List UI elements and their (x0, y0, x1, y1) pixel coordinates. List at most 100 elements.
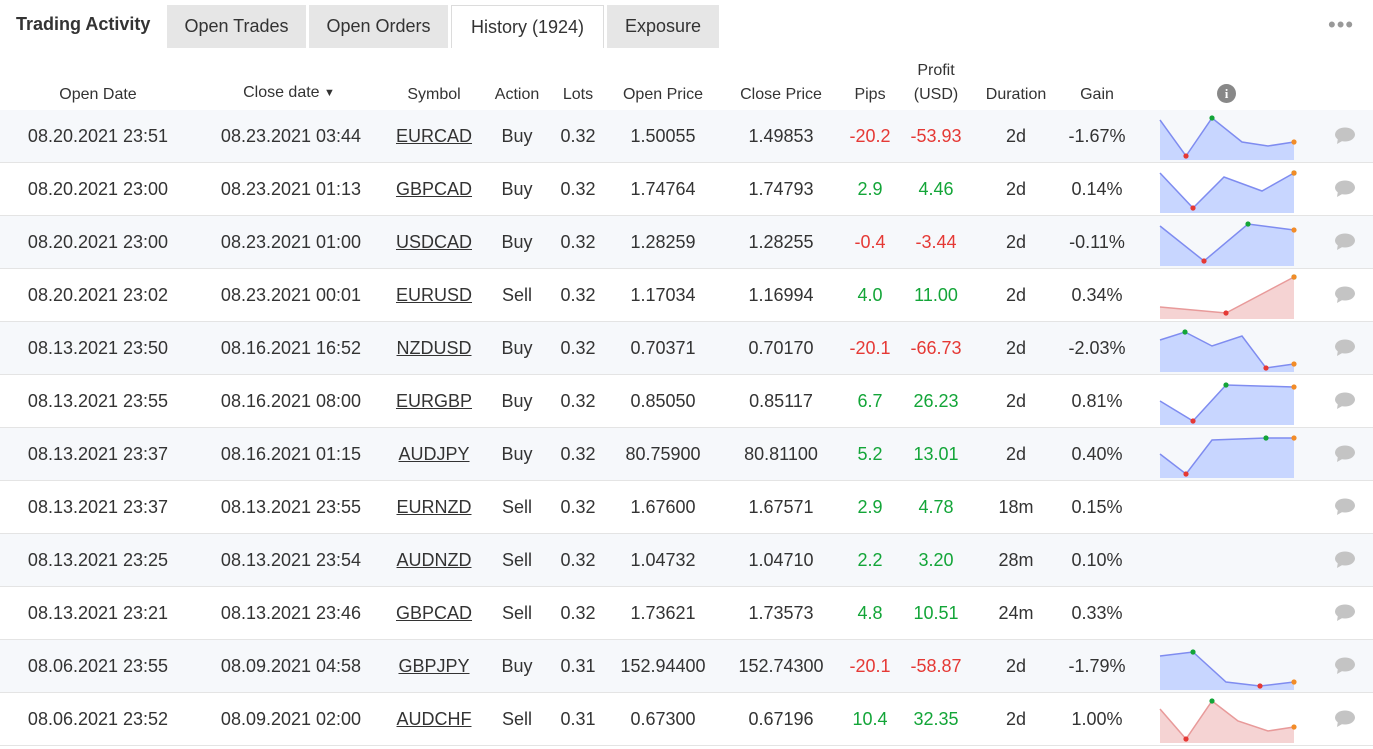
close-date-cell: 08.13.2021 23:54 (220, 550, 362, 570)
sparkline-end-point (1291, 274, 1297, 280)
profit-cell: -58.87 (910, 656, 962, 676)
more-options-icon[interactable]: ••• (1328, 12, 1355, 37)
comment-icon[interactable] (1334, 604, 1356, 622)
profit-cell: 10.51 (913, 603, 959, 623)
symbol-link[interactable]: AUDCHF (396, 709, 472, 729)
symbol-link[interactable]: AUDNZD (396, 550, 472, 570)
symbol-link[interactable]: EURNZD (396, 497, 472, 517)
lots-cell: 0.31 (560, 656, 596, 676)
gain-sparkline (1159, 329, 1297, 372)
table-row[interactable]: 08.20.2021 23:00 08.23.2021 01:13 GBPCAD Bu… (0, 163, 1373, 216)
table-row[interactable]: 08.06.2021 23:55 08.09.2021 04:58 GBPJPY Bu… (0, 640, 1373, 693)
lots-cell: 0.32 (560, 338, 596, 358)
col-close-price[interactable]: Close Price (740, 86, 822, 103)
col-duration[interactable]: Duration (985, 86, 1047, 103)
symbol-link[interactable]: GBPCAD (395, 603, 473, 623)
table-row[interactable]: 08.13.2021 23:37 08.16.2021 01:15 AUDJPY Bu… (0, 428, 1373, 481)
comment-icon[interactable] (1334, 498, 1356, 516)
gain-sparkline (1159, 649, 1297, 690)
symbol-link[interactable]: EURCAD (395, 126, 473, 146)
tab-exposure[interactable]: Exposure (607, 5, 719, 48)
gain-cell: -0.11% (1069, 232, 1125, 252)
open-price-cell: 0.85050 (630, 391, 696, 411)
close-date-cell: 08.13.2021 23:55 (220, 497, 362, 517)
pips-cell: 4.8 (857, 603, 883, 623)
table-row[interactable]: 08.20.2021 23:51 08.23.2021 03:44 EURCAD Bu… (0, 110, 1373, 163)
comment-icon[interactable] (1334, 180, 1356, 198)
open-price-cell: 0.67300 (630, 709, 696, 729)
sparkline-end-point (1291, 227, 1297, 233)
comment-icon[interactable] (1334, 339, 1356, 357)
symbol-link[interactable]: AUDJPY (398, 444, 470, 464)
table-row[interactable]: 08.06.2021 23:52 08.09.2021 02:00 AUDCHF Se… (0, 693, 1373, 746)
comment-icon[interactable] (1334, 127, 1356, 145)
symbol-link[interactable]: EURGBP (395, 391, 473, 411)
close-price-cell: 1.16994 (748, 285, 814, 305)
col-lots[interactable]: Lots (562, 86, 594, 103)
col-close-date[interactable]: Close date ▼ (243, 82, 335, 104)
action-cell: Buy (501, 444, 533, 464)
close-price-cell: 0.85117 (749, 391, 813, 411)
symbol-link[interactable]: USDCAD (395, 232, 473, 252)
table-row[interactable]: 08.13.2021 23:55 08.16.2021 08:00 EURGBP Bu… (0, 375, 1373, 428)
gain-cell: 1.00% (1071, 709, 1123, 729)
comment-icon[interactable] (1334, 710, 1356, 728)
comment-icon[interactable] (1334, 657, 1356, 675)
close-date-cell: 08.23.2021 03:44 (220, 126, 362, 146)
info-icon[interactable]: i (1217, 84, 1236, 103)
pips-cell: 10.4 (852, 709, 888, 729)
comment-icon[interactable] (1334, 233, 1356, 251)
col-gain[interactable]: Gain (1080, 86, 1114, 103)
symbol-link[interactable]: NZDUSD (396, 338, 472, 358)
col-open-price[interactable]: Open Price (622, 86, 704, 103)
comment-icon[interactable] (1334, 392, 1356, 410)
col-action[interactable]: Action (494, 86, 540, 103)
col-symbol[interactable]: Symbol (407, 86, 461, 103)
col-pips[interactable]: Pips (854, 86, 886, 103)
comment-icon[interactable] (1334, 445, 1356, 463)
sparkline-line (1159, 651, 1295, 687)
table-row[interactable]: 08.13.2021 23:50 08.16.2021 16:52 NZDUSD Bu… (0, 322, 1373, 375)
col-profit[interactable]: Profit (USD) (914, 59, 958, 107)
duration-cell: 2d (1005, 444, 1027, 464)
sparkline-end-point (1291, 679, 1297, 685)
table-row[interactable]: 08.20.2021 23:02 08.23.2021 00:01 EURUSD Se… (0, 269, 1373, 322)
lots-cell: 0.32 (560, 497, 596, 517)
open-date-cell: 08.13.2021 23:55 (27, 391, 169, 411)
tab-open-orders[interactable]: Open Orders (309, 5, 448, 48)
action-cell: Sell (501, 497, 533, 517)
sparkline-low-point (1257, 683, 1263, 689)
table-row[interactable]: 08.13.2021 23:25 08.13.2021 23:54 AUDNZD Se… (0, 534, 1373, 587)
sparkline-area (1160, 224, 1294, 266)
close-price-cell: 80.81100 (744, 444, 818, 464)
open-date-cell: 08.13.2021 23:37 (27, 497, 169, 517)
open-price-cell: 1.67600 (630, 497, 696, 517)
symbol-link[interactable]: GBPCAD (395, 179, 473, 199)
table-row[interactable]: 08.13.2021 23:21 08.13.2021 23:46 GBPCAD Se… (0, 587, 1373, 640)
col-open-date[interactable]: Open Date (59, 86, 137, 103)
table-row[interactable]: 08.13.2021 23:37 08.13.2021 23:55 EURNZD Se… (0, 481, 1373, 534)
sparkline-end-point (1291, 139, 1297, 145)
tab-open-trades[interactable]: Open Trades (167, 5, 306, 48)
pips-cell: -20.1 (849, 656, 891, 676)
open-price-cell: 1.74764 (630, 179, 696, 199)
duration-cell: 2d (1005, 232, 1027, 252)
comment-icon[interactable] (1334, 551, 1356, 569)
action-cell: Buy (501, 338, 533, 358)
sparkline-high-point (1245, 221, 1251, 227)
tab-history[interactable]: History (1924) (451, 5, 604, 48)
pips-cell: 5.2 (857, 444, 883, 464)
sparkline-high-point (1263, 435, 1269, 441)
comment-icon[interactable] (1334, 286, 1356, 304)
profit-cell: 26.23 (913, 391, 959, 411)
sparkline-high-point (1190, 649, 1196, 655)
symbol-link[interactable]: EURUSD (395, 285, 473, 305)
close-date-cell: 08.09.2021 02:00 (220, 709, 362, 729)
duration-cell: 24m (998, 603, 1034, 623)
gain-cell: 0.40% (1071, 444, 1123, 464)
table-row[interactable]: 08.20.2021 23:00 08.23.2021 01:00 USDCAD Bu… (0, 216, 1373, 269)
symbol-link[interactable]: GBPJPY (398, 656, 470, 676)
gain-cell: 0.14% (1071, 179, 1123, 199)
lots-cell: 0.32 (560, 603, 596, 623)
gain-cell: 0.33% (1071, 603, 1123, 623)
